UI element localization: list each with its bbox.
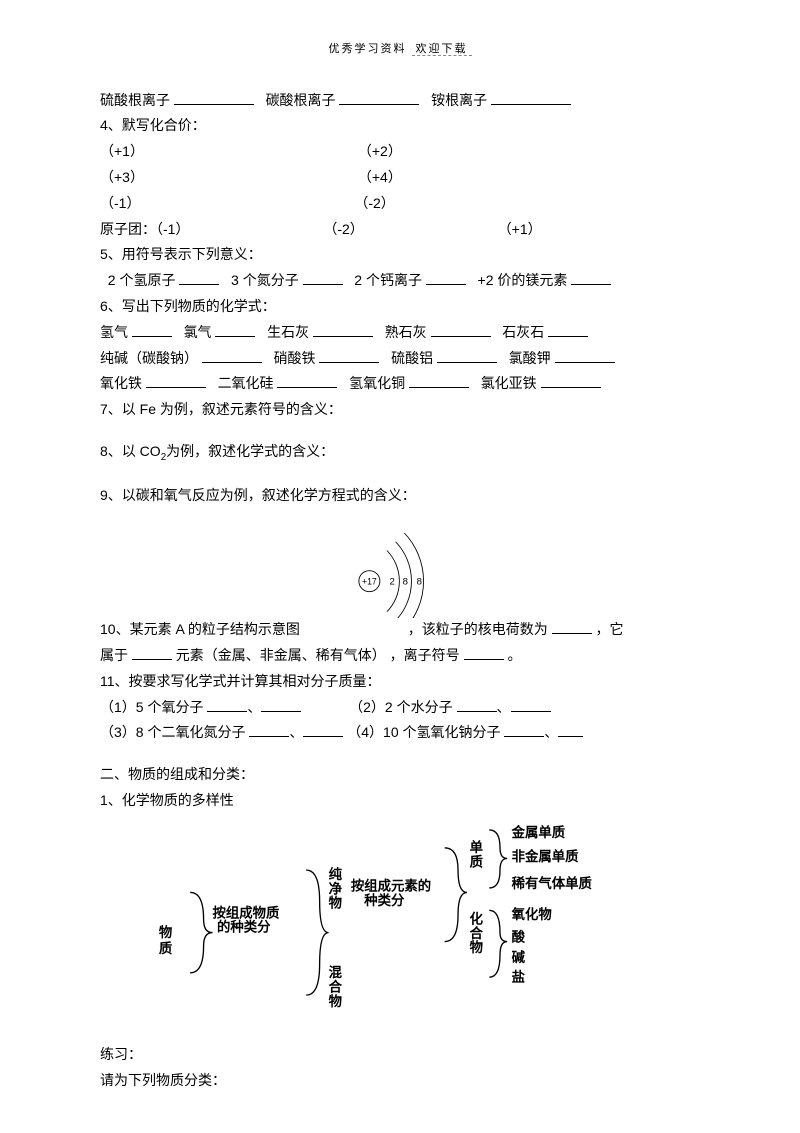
q10-d: 属于 [100,647,128,663]
tree-wuzhi: 物质 [159,924,173,956]
q6-r2d: 氯酸钾 [509,350,551,366]
q10-c: ，它 [595,621,623,637]
tree-xiyou: 稀有气体单质 [512,875,593,891]
q6-r3c: 氢氧化铜 [349,375,405,391]
ion-ammonium: 铵根离子 [431,92,487,108]
tree-hunhe: 混合物 [329,965,343,1009]
atom-diagram: +17 2 8 8 [330,518,470,618]
header-left: 优秀学习资料 [328,43,406,55]
practice-title: 练习： [100,1043,700,1067]
atom-shell3: 8 [417,577,422,588]
q10-line2: 属于 元素（金属、非金属、稀有气体） ，离子符号 。 [100,644,700,668]
tree-label1: 按组成物质的种类分 [213,904,281,934]
q5-title: 5、用符号表示下列意义： [100,243,700,267]
q4-r2b: （+4） [358,169,402,185]
q11-c: （3）8 个二氧化氮分子 [100,724,245,740]
q6-row2: 纯碱（碳酸钠） 硝酸铁 硫酸铝 氯酸钾 [100,347,700,371]
q7: 7、以 Fe 为例，叙述元素符号的含义： [100,398,700,422]
q4-r3a: （-1） [100,195,140,211]
q4-r3b: （-2） [354,195,394,211]
q10-line1: 10、某元素 A 的粒子结构示意图 ，该粒子的核电荷数为 ，它 [100,618,700,642]
tree-feijinshu: 非金属单质 [512,848,580,864]
classification-tree: 物质 按组成物质的种类分 纯净物 混合物 按组成元素的种类分 单质 化合物 金属… [150,821,650,1035]
q10-e: 元素（金属、非金属、稀有气体） ，离子符号 [176,647,460,663]
tree-yanghuawu: 氧化物 [511,906,552,922]
section2-sub1: 1、化学物质的多样性 [100,789,700,813]
q6-r1a: 氢气 [100,324,128,340]
q4-row4: 原子团：（-1） （-2） （+1） [100,218,700,242]
spacer-q8 [100,468,700,482]
q10-b: ，该粒子的核电荷数为 [408,621,548,637]
tree-huahewu: 化合物 [470,911,484,956]
q6-r3b: 二氧化硅 [218,375,274,391]
page-header: 优秀学习资料 欢迎下载 [100,40,700,59]
tree-chunjing: 纯净物 [329,866,343,911]
q11-row1: （1）5 个氧分子 、 （2）2 个水分子 、 [100,696,700,720]
q6-title: 6、写出下列物质的化学式： [100,295,700,319]
q6-r1d: 熟石灰 [385,324,427,340]
q4-r2a: （+3） [100,169,144,185]
q4-row3: （-1） （-2） [100,192,700,216]
q10-f: 。 [507,647,521,663]
q11-d: （4）10 个氢氧化钠分子 [347,724,500,740]
ion-sulfate: 硫酸根离子 [100,92,170,108]
q8-b: 为例，叙述化学式的含义： [166,443,334,459]
q6-row1: 氢气 氯气 生石灰 熟石灰 石灰石 [100,321,700,345]
q8-a: 8、以 CO [100,443,161,459]
q5-items: 2 个氢原子 3 个氮分子 2 个钙离子 +2 价的镁元素 [100,269,700,293]
q11-row2: （3）8 个二氧化氮分子 、 （4）10 个氢氧化钠分子 、 [100,721,700,745]
tree-label2: 按组成元素的种类分 [351,878,431,908]
q4-r1b: （+2） [358,143,402,159]
atom-shell2: 8 [403,577,408,588]
q4-title: 4、默写化合价： [100,114,700,138]
q5-d: +2 价的镁元素 [478,272,568,288]
q5-b: 3 个氮分子 [231,272,299,288]
atom-shell1: 2 [389,577,394,588]
q11-b: （2）2 个水分子 [349,699,452,715]
q5-a: 2 个氢原子 [108,272,176,288]
q6-r1c: 生石灰 [267,324,309,340]
practice-prompt: 请为下列物质分类： [100,1069,700,1093]
q6-r3d: 氯化亚铁 [481,375,537,391]
q4-r4b: （-2） [323,221,363,237]
tree-yan: 盐 [512,969,526,985]
q8: 8、以 CO2为例，叙述化学式的含义： [100,440,700,466]
q6-r3a: 氧化铁 [100,375,142,391]
q6-r2a: 纯碱（碳酸钠） [100,350,198,366]
q4-r1a: （+1） [100,143,144,159]
ion-carbonate: 碳酸根离子 [266,92,336,108]
tree-suan: 酸 [512,928,526,944]
q6-r1e: 石灰石 [502,324,544,340]
q4-r4c: （+1） [498,221,542,237]
q6-r2b: 硝酸铁 [274,350,316,366]
q4-r4a: 原子团：（-1） [100,221,189,237]
q10-a: 10、某元素 A 的粒子结构示意图 [100,621,300,637]
tree-jinshu: 金属单质 [511,824,566,840]
tree-jian: 碱 [512,949,526,965]
q6-row3: 氧化铁 二氧化硅 氢氧化铜 氯化亚铁 [100,372,700,396]
header-right: 欢迎下载 [412,43,472,56]
q4-row2: （+3） （+4） [100,166,700,190]
q11-title: 11、按要求写化学式并计算其相对分子质量： [100,670,700,694]
q6-r1b: 氯气 [184,324,212,340]
q6-r2c: 硫酸铝 [391,350,433,366]
q5-c: 2 个钙离子 [354,272,422,288]
q9: 9、以碳和氧气反应为例，叙述化学方程式的含义： [100,484,700,508]
atom-nucleus: +17 [362,577,377,587]
tree-danzhi: 单质 [470,839,484,869]
ion-line: 硫酸根离子 碳酸根离子 铵根离子 [100,89,700,113]
q11-a: （1）5 个氧分子 [100,699,203,715]
q4-row1: （+1） （+2） [100,140,700,164]
spacer-sec2 [100,747,700,761]
section2-title: 二、物质的组成和分类： [100,763,700,787]
spacer-q7 [100,424,700,438]
